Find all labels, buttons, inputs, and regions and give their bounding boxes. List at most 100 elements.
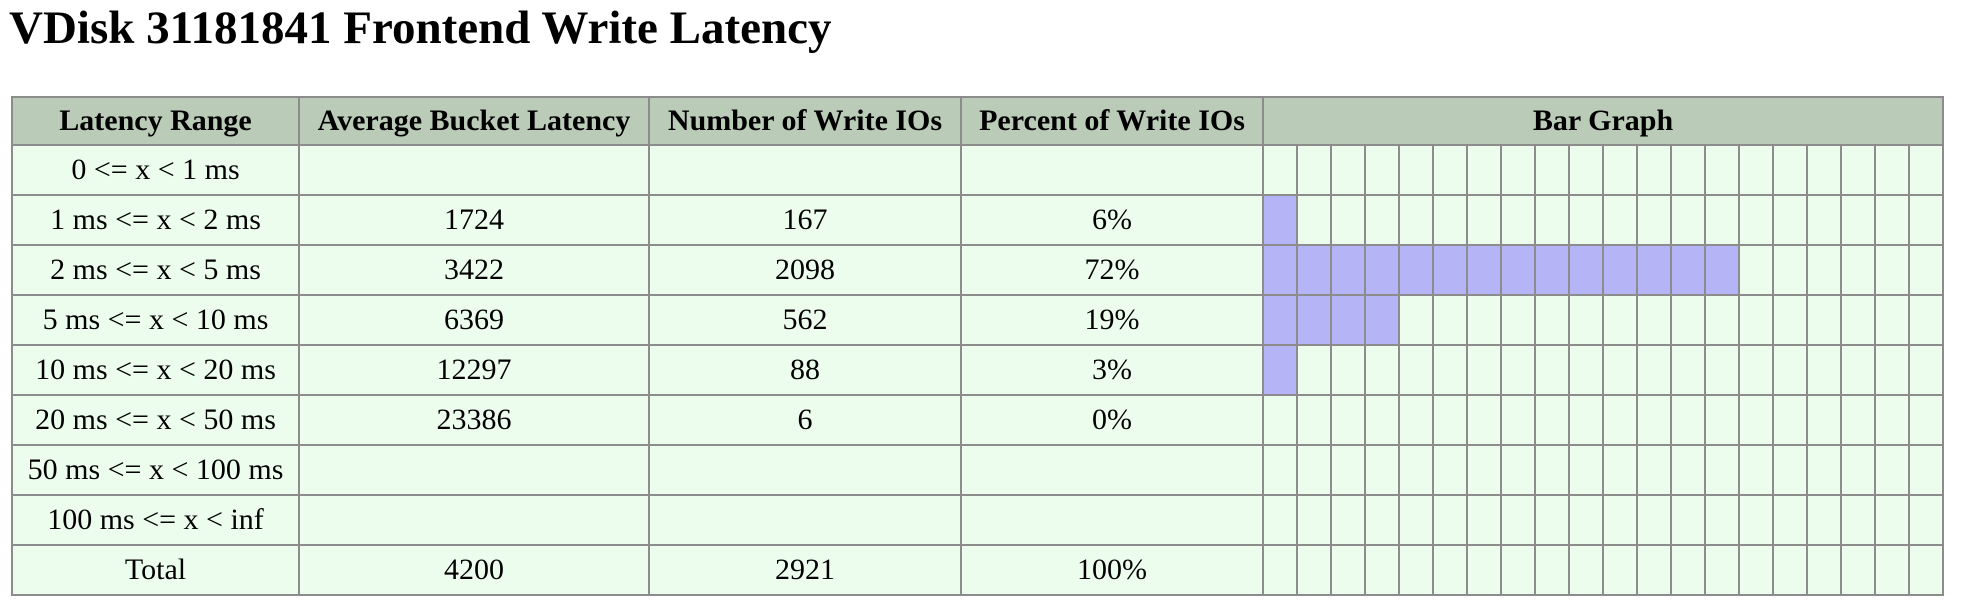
bar-segment-empty — [1330, 144, 1366, 196]
bar-segment-empty — [1398, 444, 1434, 496]
bar-segment-empty — [1840, 444, 1876, 496]
bar-segment-filled — [1568, 244, 1604, 296]
bar-segment-empty — [1636, 444, 1672, 496]
bar-segment-empty — [1636, 294, 1672, 346]
bar-segment-empty — [1908, 394, 1944, 446]
bar-segment-empty — [1874, 444, 1910, 496]
bar-segment-empty — [1330, 344, 1366, 396]
bar-segment-empty — [1806, 444, 1842, 496]
bar-segment-empty — [1262, 144, 1298, 196]
bar-segment-empty — [1500, 494, 1536, 546]
cell-latency-range: Total — [11, 544, 300, 596]
bar-segment-empty — [1364, 144, 1400, 196]
bar-segment-empty — [1738, 544, 1774, 596]
cell-average-bucket-latency — [298, 144, 650, 196]
bar-segment-empty — [1874, 294, 1910, 346]
bar-segment-empty — [1874, 394, 1910, 446]
cell-latency-range: 100 ms <= x < inf — [11, 494, 300, 546]
bar-segment-empty — [1704, 544, 1740, 596]
cell-percent-of-write-ios: 6% — [960, 194, 1264, 246]
bar-segment-empty — [1500, 144, 1536, 196]
bar-segment-empty — [1364, 394, 1400, 446]
bar-segment-empty — [1874, 194, 1910, 246]
bar-segment-empty — [1908, 194, 1944, 246]
bar-segment-empty — [1772, 394, 1808, 446]
bar-segment-empty — [1772, 344, 1808, 396]
bar-segment-empty — [1840, 544, 1876, 596]
bar-segment-empty — [1466, 294, 1502, 346]
bar-segment-filled — [1364, 294, 1400, 346]
cell-percent-of-write-ios — [960, 444, 1264, 496]
bar-segment-empty — [1466, 544, 1502, 596]
bar-segment-empty — [1704, 144, 1740, 196]
cell-percent-of-write-ios: 100% — [960, 544, 1264, 596]
bar-segment-empty — [1636, 544, 1672, 596]
bar-segment-empty — [1398, 144, 1434, 196]
bar-segment-empty — [1330, 444, 1366, 496]
bar-segment-empty — [1806, 144, 1842, 196]
bar-segment-empty — [1500, 544, 1536, 596]
table-row: 100 ms <= x < inf — [11, 494, 1944, 546]
bar-segment-empty — [1432, 194, 1468, 246]
cell-latency-range: 50 ms <= x < 100 ms — [11, 444, 300, 496]
bar-segment-empty — [1262, 394, 1298, 446]
bar-segment-empty — [1738, 394, 1774, 446]
table-row: 50 ms <= x < 100 ms — [11, 444, 1944, 496]
bar-segment-empty — [1534, 394, 1570, 446]
cell-number-of-write-ios — [648, 444, 962, 496]
bar-segment-empty — [1466, 494, 1502, 546]
bar-segment-empty — [1466, 344, 1502, 396]
table-row: Total 4200 2921 100% — [11, 544, 1944, 596]
bar-segment-empty — [1874, 344, 1910, 396]
cell-latency-range: 5 ms <= x < 10 ms — [11, 294, 300, 346]
bar-segment-filled — [1466, 244, 1502, 296]
cell-latency-range: 20 ms <= x < 50 ms — [11, 394, 300, 446]
bar-segment-empty — [1568, 444, 1604, 496]
header-percent-of-write-ios: Percent of Write IOs — [960, 96, 1264, 146]
bar-segment-empty — [1262, 544, 1298, 596]
table-row: 2 ms <= x < 5 ms 3422 2098 72% — [11, 244, 1944, 296]
bar-segment-empty — [1432, 294, 1468, 346]
bar-segment-empty — [1704, 294, 1740, 346]
bar-segment-empty — [1908, 144, 1944, 196]
cell-number-of-write-ios — [648, 144, 962, 196]
cell-average-bucket-latency — [298, 494, 650, 546]
bar-segment-empty — [1296, 194, 1332, 246]
latency-table: Latency Range Average Bucket Latency Num… — [11, 96, 1944, 596]
bar-segment-empty — [1806, 294, 1842, 346]
header-latency-range: Latency Range — [11, 96, 300, 146]
bar-segment-empty — [1738, 144, 1774, 196]
table-row: 10 ms <= x < 20 ms 12297 88 3% — [11, 344, 1944, 396]
bar-segment-empty — [1568, 194, 1604, 246]
bar-segment-empty — [1636, 394, 1672, 446]
cell-number-of-write-ios: 6 — [648, 394, 962, 446]
bar-segment-empty — [1364, 194, 1400, 246]
bar-segment-empty — [1398, 294, 1434, 346]
bar-segment-empty — [1806, 494, 1842, 546]
bar-segment-empty — [1602, 294, 1638, 346]
bar-segment-filled — [1262, 244, 1298, 296]
bar-segment-empty — [1296, 144, 1332, 196]
bar-segment-filled — [1432, 244, 1468, 296]
bar-segment-empty — [1908, 344, 1944, 396]
table-header-row: Latency Range Average Bucket Latency Num… — [11, 96, 1944, 146]
bar-segment-empty — [1466, 144, 1502, 196]
cell-number-of-write-ios: 167 — [648, 194, 962, 246]
bar-segment-empty — [1568, 544, 1604, 596]
bar-segment-filled — [1704, 244, 1740, 296]
bar-segment-empty — [1670, 194, 1706, 246]
bar-segment-empty — [1398, 494, 1434, 546]
page-title: VDisk 31181841 Frontend Write Latency — [9, 2, 832, 54]
cell-number-of-write-ios — [648, 494, 962, 546]
bar-segment-empty — [1568, 394, 1604, 446]
bar-segment-empty — [1602, 194, 1638, 246]
bar-segment-empty — [1874, 544, 1910, 596]
bar-segment-filled — [1262, 294, 1298, 346]
cell-average-bucket-latency: 1724 — [298, 194, 650, 246]
bar-segment-empty — [1738, 194, 1774, 246]
bar-segment-empty — [1636, 344, 1672, 396]
bar-segment-empty — [1738, 294, 1774, 346]
bar-segment-empty — [1772, 294, 1808, 346]
bar-segment-empty — [1466, 394, 1502, 446]
bar-segment-empty — [1840, 294, 1876, 346]
